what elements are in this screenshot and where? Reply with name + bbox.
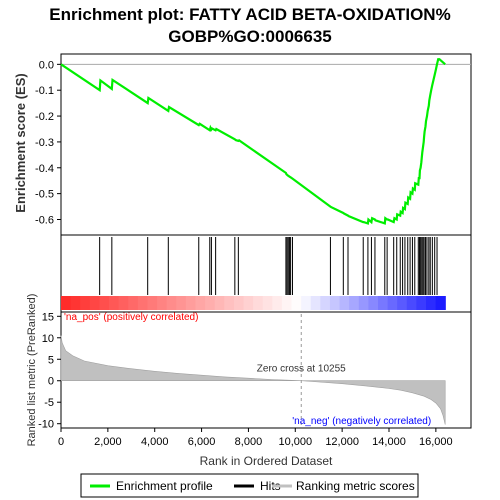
rank-y-tick-label: 10 <box>42 333 54 345</box>
rank-color-bar-segment <box>262 296 273 310</box>
x-tick-label: 16,000 <box>419 436 453 448</box>
x-tick-label: 6,000 <box>188 436 216 448</box>
legend: Enrichment profile Hits Ranking metric s… <box>80 473 419 498</box>
rank-color-bar-segment <box>291 296 302 310</box>
rank-color-bar-segment <box>387 296 398 310</box>
rank-color-bar-segment <box>61 296 72 310</box>
rank-color-bar-segment <box>358 296 369 310</box>
legend-ranking-label: Ranking metric scores <box>296 479 415 493</box>
x-axis-label: Rank in Ordered Dataset <box>200 454 333 468</box>
rank-color-bar-segment <box>137 296 149 310</box>
rank-color-bar-segment <box>272 296 283 310</box>
es-y-tick-label: -0.3 <box>35 137 54 149</box>
x-tick-label: 14,000 <box>372 436 406 448</box>
rank-color-bar-segment <box>185 296 197 310</box>
positive-correlation-label: 'na_pos' (positively correlated) <box>64 312 198 323</box>
rank-color-bar-segment <box>349 296 360 310</box>
rank-color-bar-segment <box>157 296 168 310</box>
rank-color-bar-segment <box>329 296 341 310</box>
enrichment-score-panel: 0.0 -0.1 -0.2 -0.3 -0.4 -0.5 -0.6 <box>35 53 472 236</box>
rank-y-tick-label: 0 <box>48 376 54 388</box>
es-y-tick-label: -0.4 <box>35 163 54 175</box>
x-tick-label: 4,000 <box>141 436 169 448</box>
rank-color-bar-segment <box>147 296 158 310</box>
rank-color-bar-segment <box>368 296 379 310</box>
rank-color-bar-segment <box>70 296 81 310</box>
x-tick-label: 2,000 <box>94 436 122 448</box>
rank-color-bar-segment <box>310 296 321 310</box>
rank-y-tick-label: 15 <box>42 311 54 323</box>
rank-y-tick-label: -10 <box>38 419 54 431</box>
negative-correlation-label: 'na_neg' (negatively correlated) <box>292 416 431 427</box>
rank-color-bar-segment <box>176 296 187 310</box>
es-plot-frame <box>60 53 472 236</box>
rank-color-bar-segment <box>89 296 101 310</box>
rank-color-bar-segment <box>339 296 350 310</box>
es-y-tick-label: -0.5 <box>35 189 54 201</box>
rank-color-bar-segment <box>243 296 254 310</box>
es-y-tick-label: -0.6 <box>35 214 54 226</box>
rank-color-bar-segment <box>301 296 312 310</box>
rank-color-bar-segment <box>253 296 264 310</box>
es-y-axis-label: Enrichment score (ES) <box>13 73 28 212</box>
legend-enrichment-label: Enrichment profile <box>116 479 213 493</box>
rank-color-bar-segment <box>426 296 437 310</box>
ranked-metric-panel: Zero cross at 10255 'na_pos' (positively … <box>38 311 472 448</box>
rank-color-bar-segment <box>281 296 293 310</box>
es-y-tick-label: -0.2 <box>35 111 54 123</box>
es-y-tick-label: -0.1 <box>35 85 54 97</box>
rank-color-bar-segment <box>205 296 216 310</box>
x-tick-label: 8,000 <box>235 436 263 448</box>
rank-y-axis-label: Ranked list metric (PreRanked) <box>26 294 38 447</box>
rank-color-bar-segment <box>224 296 235 310</box>
x-tick-label: 12,000 <box>325 436 359 448</box>
rank-color-bar-segment <box>416 296 427 310</box>
es-y-tick-label: 0.0 <box>39 59 54 71</box>
legend-hits-label: Hits <box>260 479 281 493</box>
rank-color-bar-segment <box>233 296 245 310</box>
rank-color-bar-segment <box>166 296 177 310</box>
rank-color-bar-segment <box>195 296 206 310</box>
zero-cross-label: Zero cross at 10255 <box>257 363 346 374</box>
rank-color-bar-segment <box>377 296 389 310</box>
rank-color-bar-segment <box>109 296 120 310</box>
rank-color-bar-segment <box>320 296 331 310</box>
x-tick-label: 0 <box>58 436 64 448</box>
rank-color-bar-segment <box>397 296 408 310</box>
rank-color-bar-segment <box>99 296 110 310</box>
hits-panel <box>60 234 472 313</box>
rank-color-bar-segment <box>80 296 91 310</box>
x-tick-label: 10,000 <box>278 436 312 448</box>
rank-y-tick-label: -5 <box>44 397 54 409</box>
rank-y-tick-label: 5 <box>48 354 54 366</box>
rank-color-bar-segment <box>406 296 418 310</box>
rank-color-bar-segment <box>128 296 139 310</box>
chart-title-line-1: Enrichment plot: FATTY ACID BETA-OXIDATI… <box>49 5 450 24</box>
chart-title-line-2: GOBP%GO:0006635 <box>168 27 331 46</box>
rank-color-bar-segment <box>214 296 225 310</box>
rank-color-bar-segment <box>118 296 129 310</box>
enrichment-profile-line <box>60 58 446 225</box>
rank-color-bar-segment <box>435 296 446 310</box>
